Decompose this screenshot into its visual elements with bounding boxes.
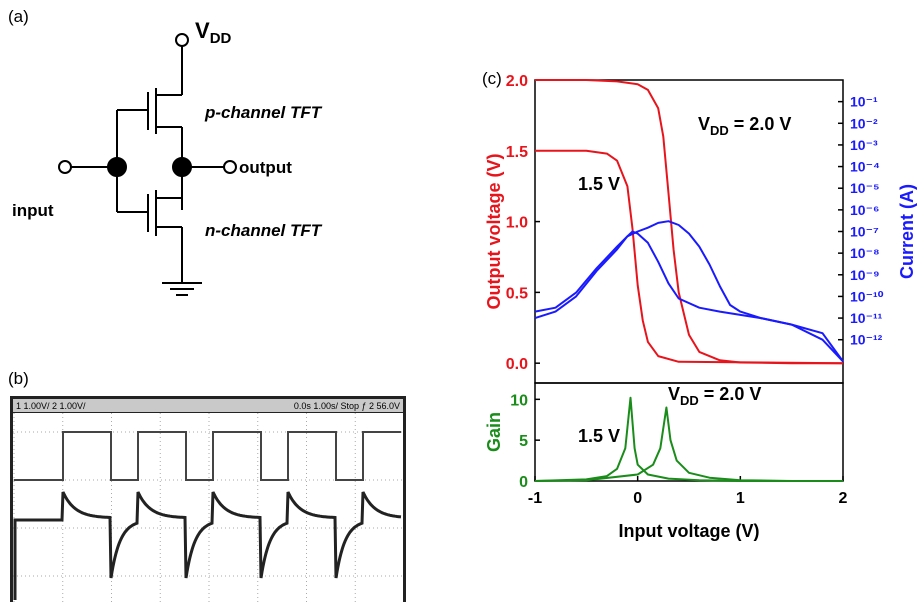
y-tick-label: 5	[519, 433, 528, 450]
y-axis-title: Output voltage (V)	[484, 154, 504, 310]
vdd-label: VDD	[195, 18, 232, 47]
vdd-sub: DD	[210, 30, 232, 47]
n-channel-label: n-channel TFT	[205, 221, 323, 240]
y2-tick-label: 10⁻⁸	[850, 245, 880, 261]
y2-tick-label: 10⁻⁷	[850, 224, 879, 240]
plot-frame	[535, 80, 843, 383]
annotation-sub: DD	[680, 393, 699, 408]
output-label: output	[239, 158, 292, 177]
annotation: 1.5 V	[578, 174, 620, 194]
x-tick-label: -1	[528, 490, 542, 507]
scope-header: 0.0s 1.00s/ Stop ƒ 2 56.0V	[294, 401, 400, 411]
x-tick-label: 1	[736, 490, 745, 507]
figure: (a) (b) (c) VDD p-channel TFT n-channel …	[0, 0, 924, 602]
series-line	[535, 80, 843, 363]
x-tick-label: 2	[839, 490, 848, 507]
x-axis-title: Input voltage (V)	[619, 521, 760, 541]
series-line	[535, 232, 843, 362]
y-tick-label: 1.5	[506, 144, 528, 161]
y2-tick-label: 10⁻¹⁰	[850, 288, 884, 304]
p-channel-label: p-channel TFT	[204, 103, 323, 122]
annotation-text: V	[698, 114, 710, 134]
panel-label: (c)	[482, 69, 502, 88]
y2-tick-label: 10⁻³	[850, 137, 878, 153]
y2-tick-label: 10⁻¹	[850, 94, 878, 110]
y2-tick-label: 10⁻¹²	[850, 332, 883, 348]
y-tick-label: 0.5	[506, 285, 528, 302]
annotation-text: 1.5 V	[578, 426, 620, 446]
y2-tick-label: 10⁻⁹	[850, 267, 880, 283]
vdd-main: V	[195, 18, 210, 43]
y-tick-label: 2.0	[506, 73, 528, 90]
annotation: VDD = 2.0 V	[698, 114, 791, 138]
annotation-sub: DD	[710, 123, 729, 138]
y-tick-label: 1.0	[506, 215, 528, 232]
annotation-text: = 2.0 V	[729, 114, 792, 134]
panel-label: (a)	[8, 7, 29, 26]
annotation-text: 1.5 V	[578, 174, 620, 194]
input-label: input	[12, 201, 54, 220]
y2-axis-title: Current (A)	[897, 184, 917, 279]
y-tick-label: 10	[510, 392, 528, 409]
y-tick-label: 0	[519, 474, 528, 491]
annotation: 1.5 V	[578, 426, 620, 446]
y2-tick-label: 10⁻⁵	[850, 180, 880, 196]
scope-header: 1 1.00V/ 2 1.00V/	[16, 401, 86, 411]
y2-tick-label: 10⁻⁶	[850, 202, 879, 218]
y2-tick-label: 10⁻²	[850, 115, 878, 131]
y-axis-title: Gain	[484, 412, 504, 452]
y2-tick-label: 10⁻¹¹	[850, 310, 883, 326]
annotation: VDD = 2.0 V	[668, 384, 761, 408]
page: (a) (b) (c) VDD p-channel TFT n-channel …	[0, 0, 924, 602]
y-tick-label: 0.0	[506, 356, 528, 373]
panel-label: (b)	[8, 369, 29, 388]
oscilloscope	[10, 396, 406, 602]
x-tick-label: 0	[633, 490, 642, 507]
annotation-text: = 2.0 V	[699, 384, 762, 404]
circuit	[59, 34, 236, 295]
y2-tick-label: 10⁻⁴	[850, 159, 880, 175]
annotation-text: V	[668, 384, 680, 404]
